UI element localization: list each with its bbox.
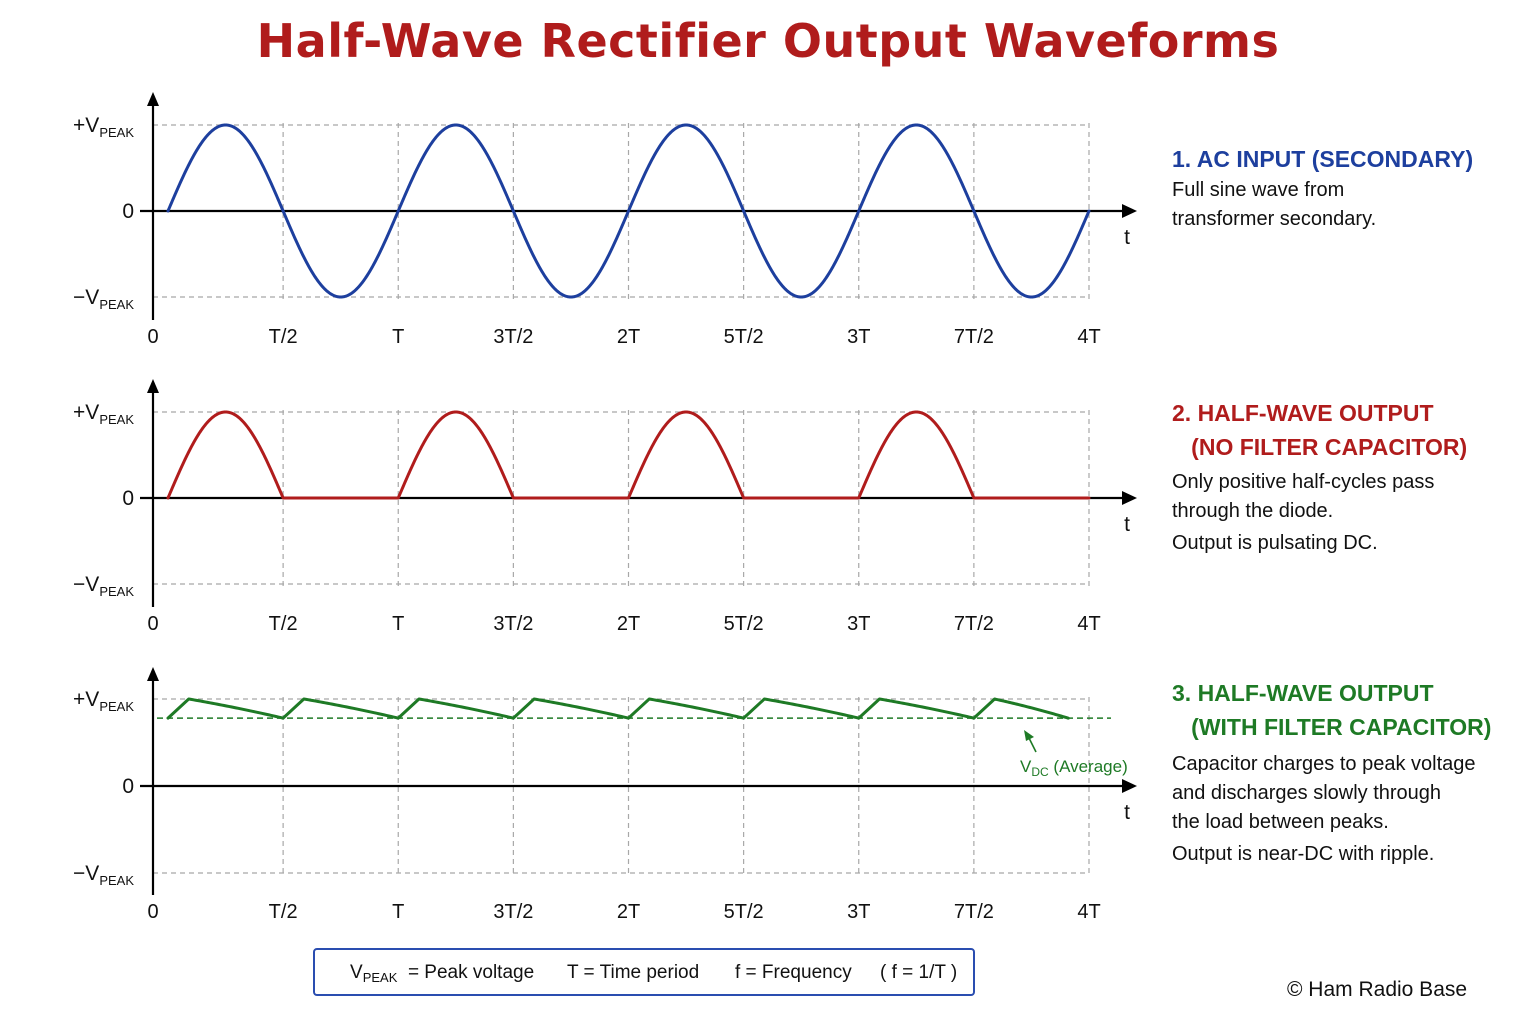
- x-tick-label: 4T: [1077, 901, 1100, 923]
- x-axis-arrow: [1122, 491, 1137, 505]
- y-label-zero: 0: [122, 487, 134, 510]
- t-axis-label: t: [1124, 226, 1130, 249]
- panel-note: Output is near-DC with ripple.: [1172, 843, 1435, 865]
- vdc-annotation-label: VDC (Average): [1020, 757, 1128, 779]
- y-axis-arrow: [147, 92, 159, 106]
- x-tick-label: T/2: [269, 901, 298, 923]
- panel-description: Full sine wave from transformer secondar…: [1172, 179, 1377, 230]
- x-tick-label: T/2: [269, 326, 298, 348]
- waveform-line: [166, 123, 1091, 299]
- x-tick-label: 4T: [1077, 326, 1100, 348]
- panel-title: 1. AC INPUT (SECONDARY): [1172, 146, 1474, 172]
- t-axis-label: t: [1124, 801, 1130, 824]
- y-label-zero: 0: [122, 200, 134, 223]
- y-label-positive-peak: +VPEAK: [73, 114, 134, 140]
- x-tick-label: 0: [147, 326, 158, 348]
- x-tick-label: 3T/2: [493, 613, 533, 635]
- y-axis-arrow: [147, 667, 159, 681]
- x-tick-label: 7T/2: [954, 613, 994, 635]
- x-tick-label: 3T/2: [493, 901, 533, 923]
- x-tick-label: 7T/2: [954, 326, 994, 348]
- x-tick-label: 0: [147, 613, 158, 635]
- legend-vpeak: VPEAK = Peak voltage: [350, 962, 535, 985]
- x-tick-label: 0: [147, 901, 158, 923]
- x-tick-label: 2T: [617, 901, 640, 923]
- x-tick-label: T/2: [269, 613, 298, 635]
- x-tick-label: 3T: [847, 326, 870, 348]
- waveform-line: [166, 410, 1091, 500]
- waveform-line: [166, 697, 1070, 720]
- x-tick-label: 7T/2: [954, 901, 994, 923]
- panel-title: 3. HALF-WAVE OUTPUT (WITH FILTER CAPACIT…: [1172, 680, 1492, 740]
- x-tick-label: 3T/2: [493, 326, 533, 348]
- y-label-negative-peak: −VPEAK: [73, 286, 134, 312]
- page-title: Half-Wave Rectifier Output Waveforms: [256, 14, 1280, 68]
- copyright: © Ham Radio Base: [1287, 978, 1468, 1001]
- x-axis-arrow: [1122, 204, 1137, 218]
- x-tick-label: 3T: [847, 613, 870, 635]
- y-label-negative-peak: −VPEAK: [73, 573, 134, 599]
- vdc-annotation-arrowhead: [1024, 730, 1034, 741]
- x-tick-label: T: [392, 613, 404, 635]
- panel-half-wave-text: 2. HALF-WAVE OUTPUT (NO FILTER CAPACITOR…: [1172, 396, 1467, 558]
- y-label-zero: 0: [122, 775, 134, 798]
- x-tick-label: 2T: [617, 326, 640, 348]
- legend-period: T = Time period: [567, 962, 700, 983]
- x-tick-label: 4T: [1077, 613, 1100, 635]
- x-tick-label: T: [392, 901, 404, 923]
- panel-note: Output is pulsating DC.: [1172, 532, 1378, 554]
- x-axis-arrow: [1122, 779, 1137, 793]
- y-label-negative-peak: −VPEAK: [73, 862, 134, 888]
- x-tick-label: 5T/2: [724, 326, 764, 348]
- legend-box: VPEAK = Peak voltage T = Time period f =…: [313, 948, 975, 996]
- panel-description: Capacitor charges to peak voltage and di…: [1172, 753, 1476, 833]
- x-tick-label: 3T: [847, 901, 870, 923]
- panel-description: Only positive half-cycles pass through t…: [1172, 471, 1435, 522]
- y-label-positive-peak: +VPEAK: [73, 401, 134, 427]
- panel-ac-input-text: 1. AC INPUT (SECONDARY) Full sine wave f…: [1172, 142, 1473, 237]
- x-tick-label: T: [392, 326, 404, 348]
- y-label-positive-peak: +VPEAK: [73, 688, 134, 714]
- legend-relation: ( f = 1/T ): [880, 962, 958, 983]
- x-tick-label: 5T/2: [724, 901, 764, 923]
- legend-frequency: f = Frequency: [735, 962, 852, 983]
- x-tick-label: 2T: [617, 613, 640, 635]
- panel-title: 2. HALF-WAVE OUTPUT (NO FILTER CAPACITOR…: [1172, 400, 1468, 460]
- x-tick-label: 5T/2: [724, 613, 764, 635]
- panel-filtered-text: 3. HALF-WAVE OUTPUT (WITH FILTER CAPACIT…: [1172, 676, 1491, 869]
- t-axis-label: t: [1124, 513, 1130, 536]
- y-axis-arrow: [147, 379, 159, 393]
